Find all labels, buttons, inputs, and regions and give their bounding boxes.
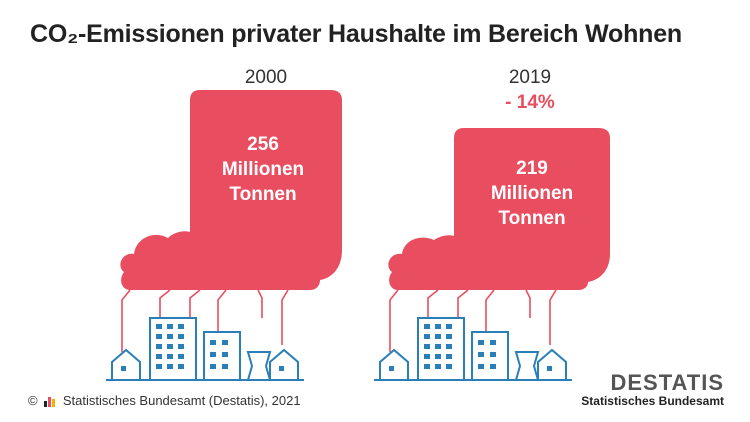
value-label-2000: 256 Millionen Tonnen <box>198 132 328 207</box>
unit-line-1: Millionen <box>490 183 574 204</box>
unit-line-1: Millionen <box>221 159 305 180</box>
change-label-2019: - 14% <box>505 92 555 113</box>
cloud-2000 <box>120 90 342 290</box>
city-skyline-icon <box>105 289 305 381</box>
destatis-logo-icon <box>44 397 56 407</box>
copyright-symbol: © <box>28 393 38 408</box>
source-note: © Statistisches Bundesamt (Destatis), 20… <box>28 393 301 408</box>
value-2000: 256 <box>247 134 279 155</box>
chart-title: CO₂-Emissionen privater Haushalte im Ber… <box>30 20 682 48</box>
value-2019: 219 <box>516 158 548 179</box>
smoke-cloud-icon <box>388 128 610 290</box>
brand-sub: Statistisches Bundesamt <box>581 394 724 408</box>
category-label-2000: 2000 <box>244 67 288 88</box>
value-label-2019: 219 Millionen Tonnen <box>467 156 597 231</box>
category-label-2019: 2019 <box>508 67 552 88</box>
unit-line-2: Tonnen <box>229 184 297 205</box>
smoke-cloud-icon <box>120 90 342 290</box>
cloud-2019 <box>388 128 610 290</box>
brand-word: DESTATIS <box>610 370 724 395</box>
city-skyline-icon <box>373 289 573 381</box>
unit-line-2: Tonnen <box>498 208 566 229</box>
destatis-brand: DESTATIS Statistisches Bundesamt <box>581 370 724 408</box>
source-text: Statistisches Bundesamt (Destatis), 2021 <box>62 393 301 408</box>
